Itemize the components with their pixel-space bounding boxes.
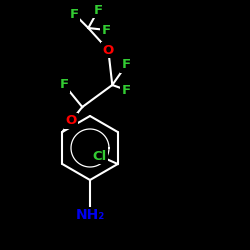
- Text: O: O: [66, 114, 77, 127]
- Text: NH₂: NH₂: [76, 208, 104, 222]
- Text: F: F: [122, 84, 131, 96]
- Text: F: F: [102, 24, 111, 36]
- Text: F: F: [70, 8, 79, 20]
- Text: F: F: [122, 58, 131, 71]
- Text: O: O: [103, 44, 114, 57]
- Text: F: F: [60, 78, 69, 92]
- Text: Cl: Cl: [92, 150, 107, 162]
- Text: F: F: [94, 4, 103, 16]
